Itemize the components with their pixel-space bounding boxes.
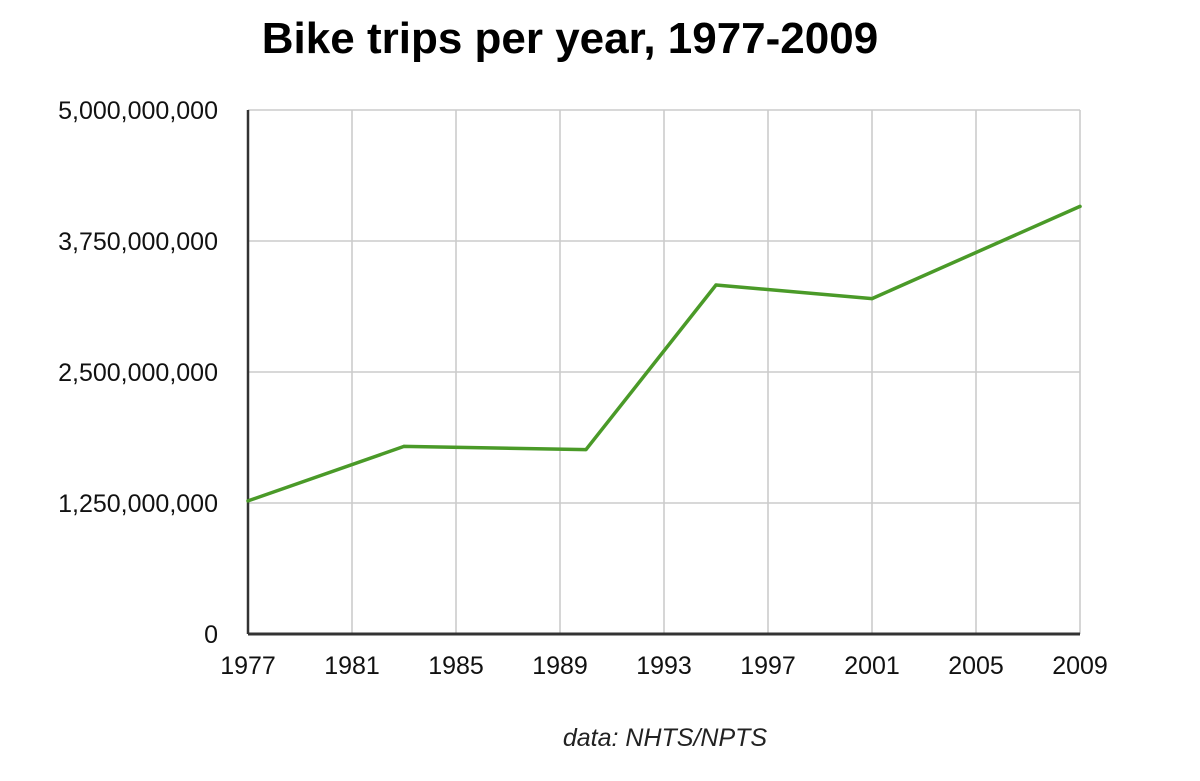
x-tick-label: 1993	[636, 652, 692, 680]
data-point	[402, 444, 406, 449]
axes	[246, 110, 1080, 636]
x-tick-label: 1989	[532, 652, 588, 680]
x-tick-label: 1981	[324, 652, 380, 680]
chart-title: Bike trips per year, 1977-2009	[261, 14, 879, 63]
x-tick-label: 1985	[428, 652, 484, 680]
y-tick-label: 5,000,000,000	[58, 97, 218, 125]
y-tick-label: 2,500,000,000	[58, 359, 218, 387]
x-tick-label: 2005	[948, 652, 1004, 680]
y-tick-label: 3,750,000,000	[58, 228, 218, 256]
data-point	[1078, 204, 1082, 209]
source-note: data: NHTS/NPTS	[562, 724, 768, 752]
series-layer	[246, 204, 1082, 503]
y-tick-labels: 0 1,250,000,000 2,500,000,000 3,750,000,000…	[58, 97, 218, 649]
series-line	[246, 204, 1082, 503]
data-point	[714, 283, 718, 287]
x-tick-labels: 1977 1981 1985 1989 1993 1997 2001 2005 2009	[220, 652, 1108, 680]
x-tick-label: 2009	[1052, 652, 1108, 680]
y-tick-label: 1,250,000,000	[58, 490, 218, 518]
data-point	[246, 499, 250, 503]
data-point	[584, 447, 588, 452]
x-tick-label: 2001	[844, 652, 900, 680]
data-point	[870, 297, 874, 301]
y-tick-label: 0	[204, 621, 218, 649]
grid-lines	[247, 109, 1081, 634]
x-tick-label: 1977	[220, 652, 276, 680]
x-tick-label: 1997	[740, 652, 796, 680]
